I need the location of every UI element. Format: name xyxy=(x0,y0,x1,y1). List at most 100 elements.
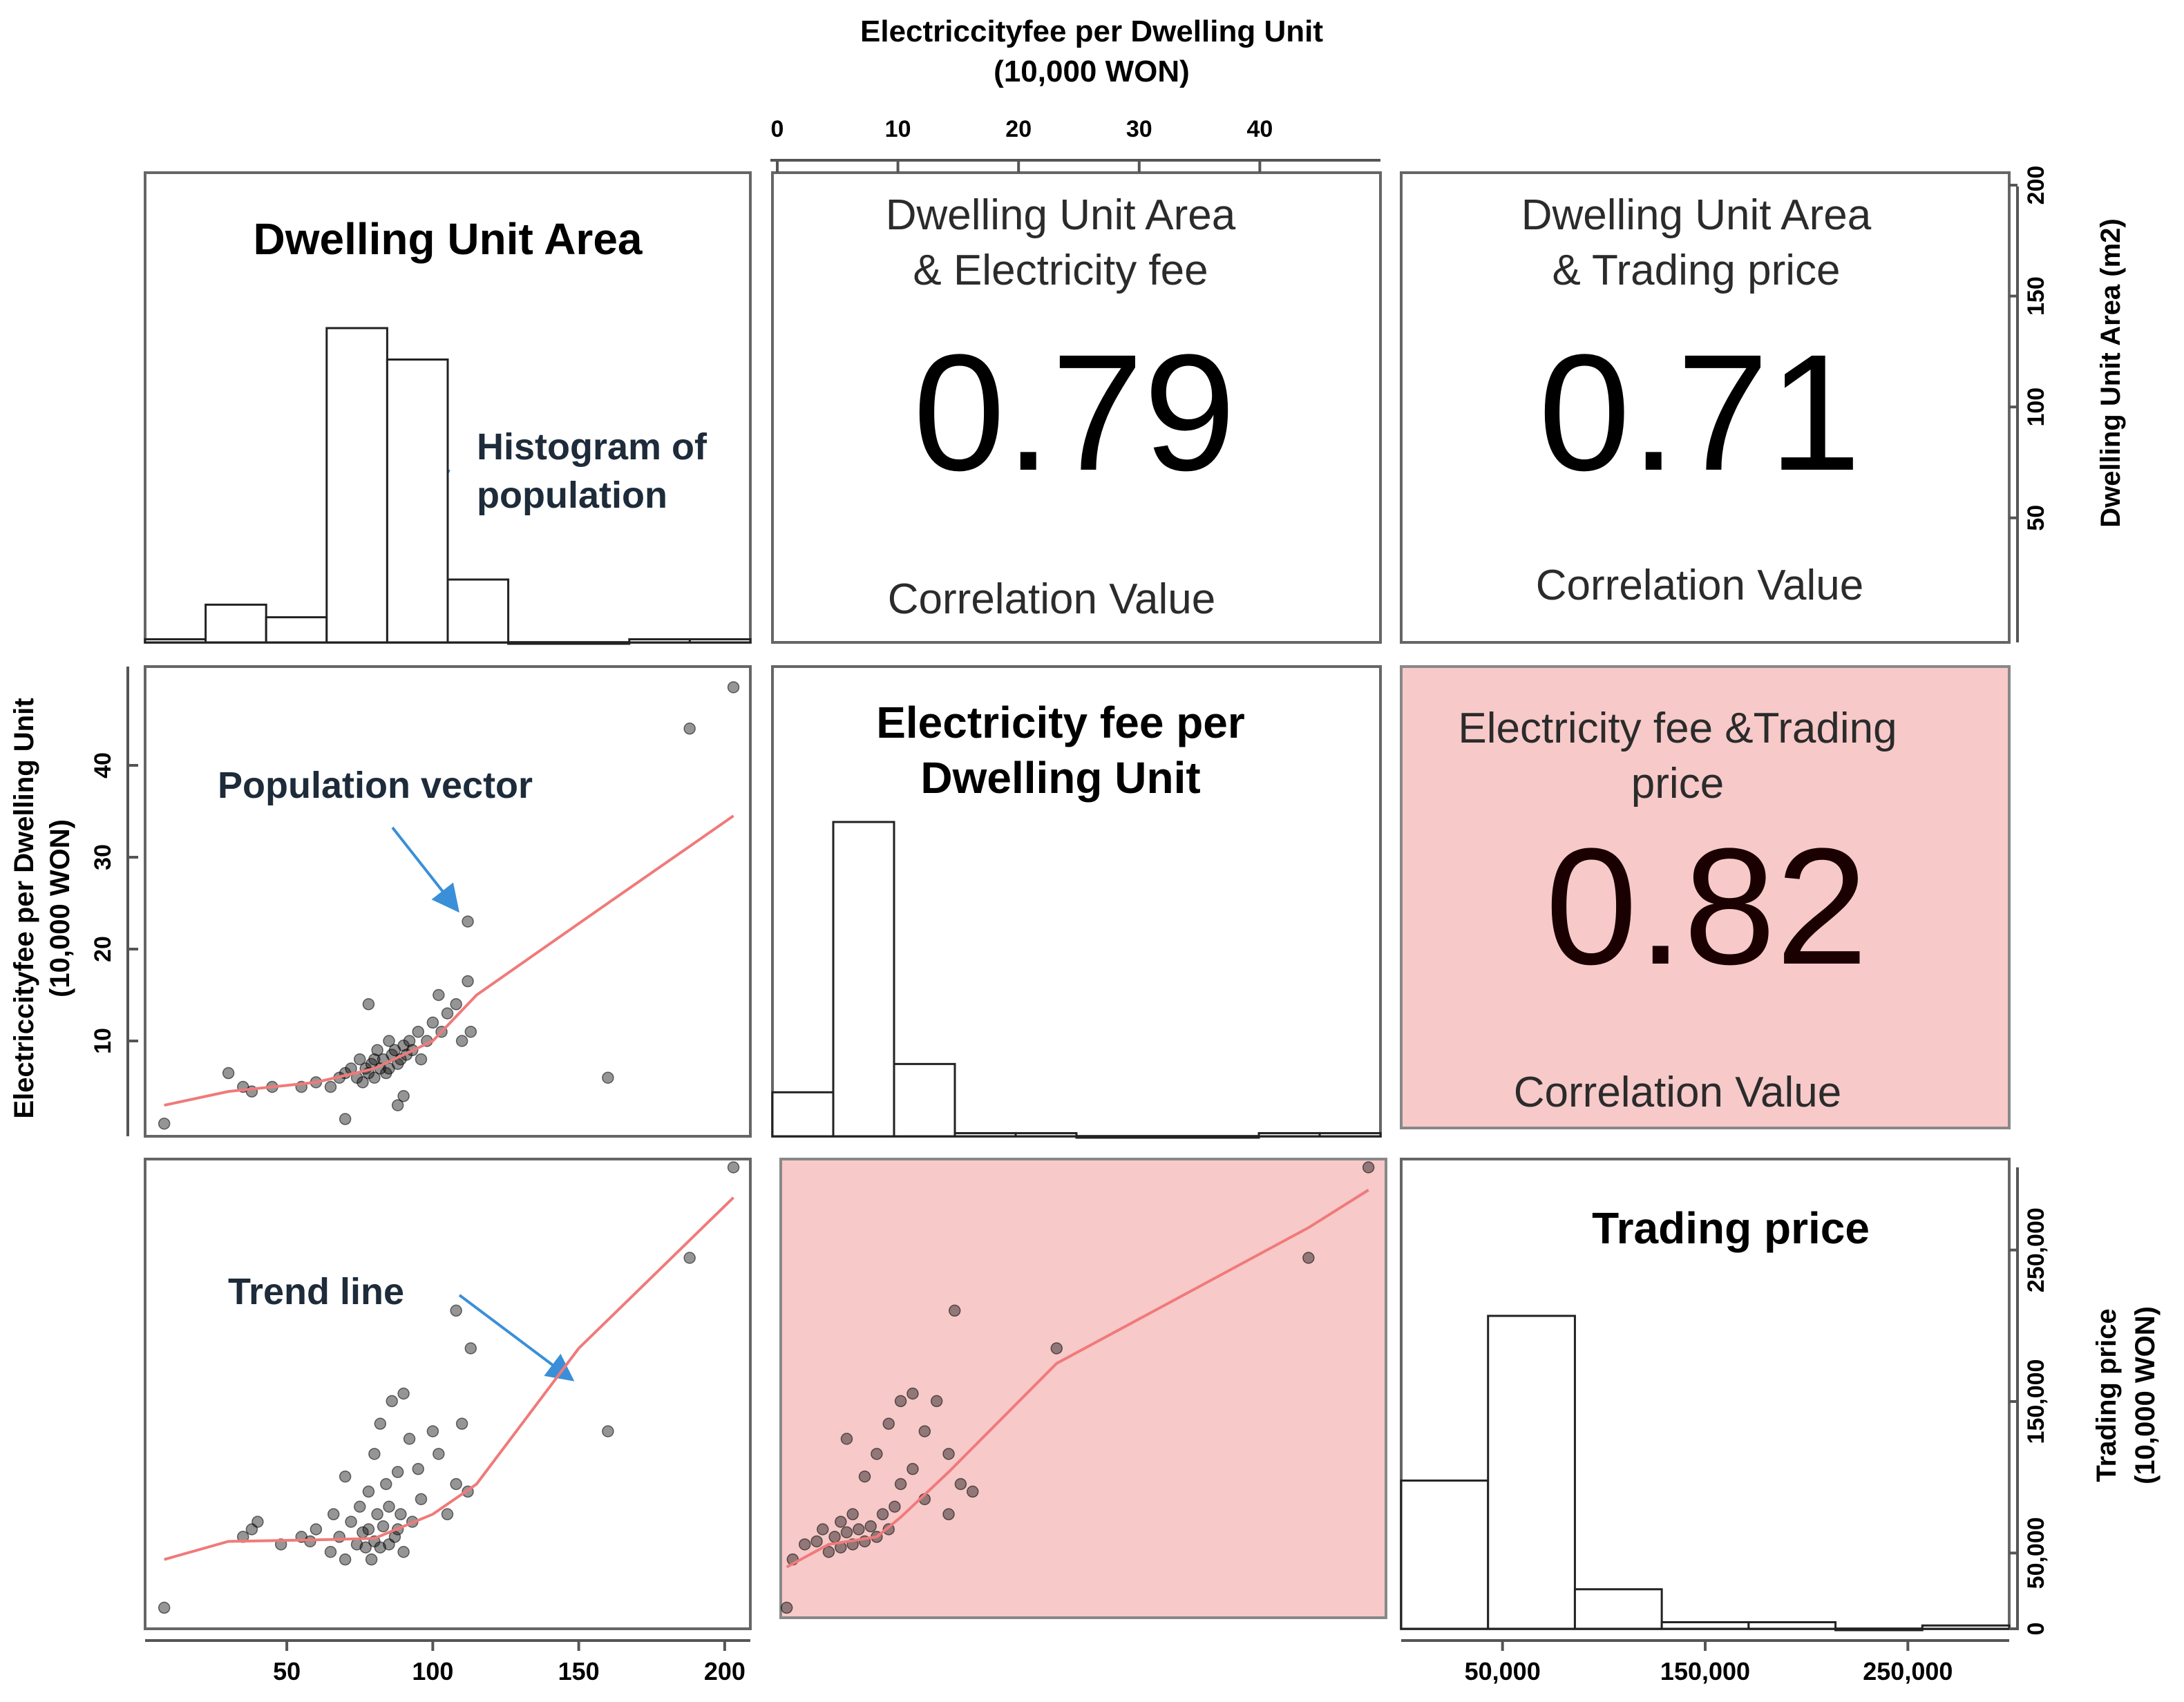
area-fee-scatter-point-35 xyxy=(403,1035,416,1047)
area-fee-scatter-point-14 xyxy=(357,1076,369,1089)
fee-histogram-bar-3 xyxy=(953,1131,1017,1138)
right-axis-area-tick-label-0: 50 xyxy=(2023,505,2049,531)
bottom-axis-area-tick-label-2: 150 xyxy=(558,1657,600,1685)
bottom-axis-area-tick-label-1: 100 xyxy=(412,1657,453,1685)
area-fee-scatter-point-13 xyxy=(354,1053,366,1066)
area-price-scatter-point-30 xyxy=(386,1395,398,1408)
area-price-scatter-trend-line xyxy=(164,1196,734,1561)
fee-histogram-title-line1: Electricity fee per xyxy=(876,698,1245,747)
fee-histogram-bar-6 xyxy=(1136,1135,1199,1139)
corr1-label-line1: Dwelling Unit Area xyxy=(886,191,1236,239)
panel-area-fee-scatter-frame xyxy=(144,665,752,1138)
fee-histogram-bar-5 xyxy=(1075,1135,1139,1139)
corr2-label-line2: & Trading price xyxy=(1552,247,1841,294)
area-price-scatter-point-19 xyxy=(362,1523,375,1536)
area-price-scatter-point-13 xyxy=(345,1515,357,1528)
price-histogram-bar-1 xyxy=(1487,1314,1576,1630)
corr2-label-line1: Dwelling Unit Area xyxy=(1521,191,1872,239)
area-fee-scatter-point-47 xyxy=(462,915,474,928)
fee-price-scatter-point-10 xyxy=(840,1433,853,1445)
price-histogram-bar-0 xyxy=(1400,1479,1490,1630)
corr2-caption: Correlation Value xyxy=(1536,562,1863,609)
right-axis-price-tick-label-2: 150,000 xyxy=(2023,1359,2049,1444)
top-axis-title-line2: (10,000 WON) xyxy=(994,55,1190,88)
corr3-caption: Correlation Value xyxy=(1514,1069,1841,1116)
fee-price-scatter-point-2 xyxy=(798,1538,811,1551)
price-histogram-bar-6 xyxy=(1921,1624,2011,1630)
right-axis-area-title: Dwelling Unit Area (m2) xyxy=(2096,218,2126,527)
corr2-value: 0.71 xyxy=(1538,320,1861,505)
right-axis-price-tick-label-1: 50,000 xyxy=(2023,1517,2049,1589)
corr3-value: 0.82 xyxy=(1545,814,1868,999)
corr1-label-line2: & Electricity fee xyxy=(913,247,1208,294)
fee-price-scatter-point-3 xyxy=(810,1535,823,1548)
area-price-scatter-point-0 xyxy=(158,1601,171,1614)
area-price-scatter-point-48 xyxy=(464,1342,477,1355)
fee-price-scatter-point-31 xyxy=(942,1508,955,1520)
price-histogram-bar-5 xyxy=(1834,1627,1924,1632)
area-histogram-bar-2 xyxy=(265,616,328,644)
area-fee-scatter-point-1 xyxy=(222,1067,235,1080)
fee-histogram-bar-4 xyxy=(1014,1131,1078,1138)
fee-histogram-bar-8 xyxy=(1257,1131,1321,1138)
panel-fee-price-scatter-frame xyxy=(779,1158,1387,1619)
fee-price-scatter-point-12 xyxy=(846,1508,859,1520)
fee-price-scatter-point-25 xyxy=(906,1462,919,1475)
area-fee-scatter-point-7 xyxy=(324,1080,337,1093)
fee-price-scatter-point-29 xyxy=(930,1395,943,1408)
area-price-scatter-point-42 xyxy=(433,1448,445,1460)
area-fee-scatter-point-40 xyxy=(426,1016,439,1029)
area-price-scatter-point-45 xyxy=(450,1304,462,1317)
bottom-axis-area-tick-label-0: 50 xyxy=(273,1657,301,1685)
fee-price-scatter-point-32 xyxy=(948,1304,961,1317)
area-fee-scatter-point-46 xyxy=(462,975,474,988)
right-axis-area-tick-label-1: 100 xyxy=(2023,388,2049,427)
panel-area-price-scatter-frame xyxy=(144,1158,752,1630)
area-price-scatter-point-44 xyxy=(450,1478,462,1491)
area-fee-scatter-point-19 xyxy=(368,1053,381,1066)
fee-price-scatter-point-16 xyxy=(864,1520,877,1533)
left-axis-fee-tick-label-2: 30 xyxy=(90,844,116,870)
fee-price-scatter-point-9 xyxy=(840,1526,853,1539)
top-axis-tick-label-4: 40 xyxy=(1246,116,1273,142)
area-fee-scatter-trend-line xyxy=(164,814,734,1107)
area-price-scatter-point-9 xyxy=(327,1508,340,1520)
population-vector-annotation: Population vector xyxy=(218,765,533,806)
bottom-axis-area-tick-label-3: 200 xyxy=(704,1657,746,1685)
area-fee-scatter-point-21 xyxy=(371,1044,383,1057)
right-axis-area-tick-label-2: 150 xyxy=(2023,276,2049,316)
fee-histogram-bar-2 xyxy=(893,1062,956,1138)
area-fee-scatter-point-45 xyxy=(455,1035,468,1047)
fee-histogram-bar-9 xyxy=(1318,1131,1382,1138)
fee-price-scatter-point-22 xyxy=(889,1500,901,1513)
area-fee-scatter-point-10 xyxy=(339,1113,352,1125)
area-histogram-bar-9 xyxy=(688,638,752,644)
right-axis-price-title-line2: (10,000 WON) xyxy=(2130,1306,2161,1484)
area-fee-scatter-point-50 xyxy=(683,723,696,735)
area-histogram-bar-6 xyxy=(507,641,570,645)
fee-price-scatter-point-21 xyxy=(882,1417,895,1430)
area-price-scatter-point-50 xyxy=(683,1252,696,1264)
chart-marks-layer: 0 10 20 30 40 50 100 150 200 10 20 30 40 0 50,000 150,0… xyxy=(90,116,2049,1685)
price-histogram-bar-2 xyxy=(1573,1588,1663,1630)
panel-fee-price-correlation-frame xyxy=(1400,665,2011,1129)
area-price-scatter-point-20 xyxy=(365,1553,378,1566)
area-price-scatter-point-22 xyxy=(368,1448,381,1460)
fee-price-scatter-trend-line xyxy=(786,1189,1369,1569)
area-histogram-bar-0 xyxy=(144,638,207,644)
fee-price-scatter-point-30 xyxy=(942,1448,955,1460)
fee-price-scatter-point-33 xyxy=(954,1478,967,1491)
fee-price-scatter-point-34 xyxy=(967,1485,979,1498)
fee-price-scatter-point-5 xyxy=(822,1546,835,1558)
left-axis-fee-tick-label-3: 40 xyxy=(90,752,116,778)
area-price-scatter-point-28 xyxy=(383,1500,395,1513)
right-axis-area-tick-label-3: 200 xyxy=(2023,166,2049,205)
bottom-axis-price-tick-label-2: 250,000 xyxy=(1863,1657,1953,1685)
bottom-axis-price-tick-label-0: 50,000 xyxy=(1465,1657,1541,1685)
right-axis-price-title-line1: Trading price xyxy=(2091,1308,2122,1482)
area-price-scatter-point-46 xyxy=(455,1417,468,1430)
top-axis-tick-label-2: 20 xyxy=(1005,116,1032,142)
area-price-scatter-point-26 xyxy=(377,1520,390,1533)
